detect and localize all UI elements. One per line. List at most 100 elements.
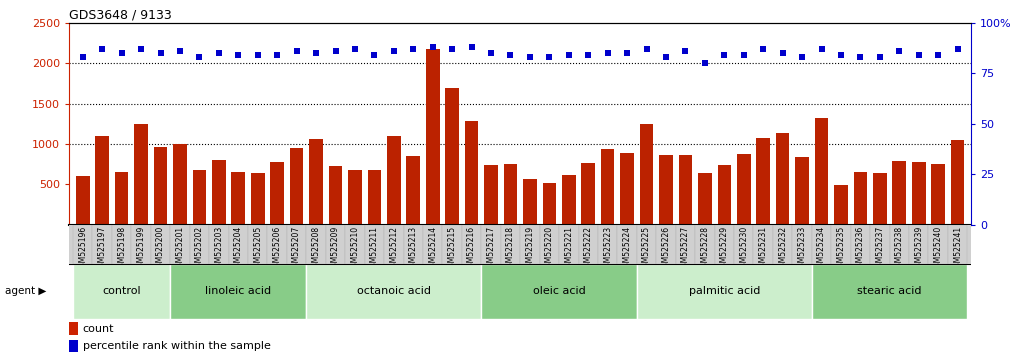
Bar (776, 133, 789, 225)
Text: GSM525239: GSM525239 (914, 226, 923, 272)
Bar (134, 124, 147, 225)
Text: stearic acid: stearic acid (857, 286, 921, 296)
Point (385, 48, 402, 54)
Point (230, 52, 246, 58)
Point (814, 46, 830, 52)
Point (852, 55, 869, 60)
Point (600, 50, 616, 56)
Text: GSM525196: GSM525196 (78, 226, 87, 272)
Bar (757, 138, 770, 225)
Bar (365, 225, 384, 264)
Bar (696, 225, 715, 264)
Bar (582, 164, 595, 225)
Text: palmitic acid: palmitic acid (689, 286, 760, 296)
Bar (932, 164, 945, 225)
Text: GSM525213: GSM525213 (409, 226, 418, 272)
Point (560, 52, 577, 58)
Bar (675, 225, 696, 264)
Point (172, 48, 188, 54)
Point (464, 44, 480, 50)
Bar (325, 225, 345, 264)
Bar (210, 225, 229, 264)
Bar (115, 172, 128, 225)
Bar (287, 225, 306, 264)
Point (74, 55, 91, 60)
Text: GDS3648 / 9133: GDS3648 / 9133 (69, 9, 172, 22)
Text: percentile rank within the sample: percentile rank within the sample (82, 341, 271, 351)
Text: GSM525228: GSM525228 (701, 226, 710, 272)
Bar (465, 121, 478, 225)
Bar (873, 173, 887, 225)
Bar (76, 176, 89, 225)
Text: control: control (103, 286, 141, 296)
Point (910, 52, 926, 58)
Text: GSM525218: GSM525218 (506, 226, 515, 272)
Text: GSM525225: GSM525225 (642, 226, 651, 272)
Point (891, 48, 907, 54)
Text: GSM525232: GSM525232 (778, 226, 787, 272)
Text: GSM525197: GSM525197 (98, 226, 107, 272)
Point (775, 50, 791, 56)
Bar (617, 225, 637, 264)
Bar (795, 157, 809, 225)
Bar (718, 165, 731, 225)
Text: GSM525198: GSM525198 (117, 226, 126, 272)
Bar (170, 225, 190, 264)
Bar (445, 87, 459, 225)
Bar (698, 173, 712, 225)
Bar (69, 340, 78, 352)
Point (619, 50, 636, 56)
Bar (909, 225, 929, 264)
Point (444, 46, 461, 52)
Bar (348, 170, 362, 225)
Text: GSM525235: GSM525235 (836, 226, 845, 272)
Text: GSM525202: GSM525202 (195, 226, 204, 272)
Bar (812, 264, 967, 319)
Bar (170, 264, 306, 319)
Bar (251, 173, 264, 225)
Bar (831, 225, 850, 264)
Bar (579, 225, 598, 264)
Bar (387, 136, 401, 225)
Bar (112, 225, 131, 264)
Bar (890, 225, 909, 264)
Point (677, 48, 694, 54)
Text: GSM525206: GSM525206 (273, 226, 282, 272)
Point (483, 50, 499, 56)
Point (872, 55, 888, 60)
Bar (481, 264, 637, 319)
Point (153, 50, 169, 56)
Bar (737, 154, 751, 225)
Text: GSM525238: GSM525238 (895, 226, 904, 272)
Bar (929, 225, 948, 264)
Bar (773, 225, 792, 264)
Bar (562, 175, 576, 225)
Bar (540, 225, 559, 264)
Text: GSM525201: GSM525201 (176, 226, 184, 272)
Text: GSM525226: GSM525226 (661, 226, 670, 272)
Bar (542, 183, 556, 225)
Point (94, 46, 110, 52)
Point (658, 55, 674, 60)
Bar (404, 225, 423, 264)
Bar (232, 172, 245, 225)
Point (950, 46, 966, 52)
Bar (951, 140, 964, 225)
Bar (190, 225, 210, 264)
Bar (173, 144, 187, 225)
Point (697, 61, 713, 66)
Text: agent ▶: agent ▶ (5, 286, 47, 296)
Bar (503, 164, 518, 225)
Bar (306, 225, 325, 264)
Point (735, 52, 752, 58)
Bar (850, 225, 871, 264)
Point (794, 55, 811, 60)
Text: GSM525223: GSM525223 (603, 226, 612, 272)
Bar (815, 118, 828, 225)
Text: GSM525231: GSM525231 (759, 226, 768, 272)
Text: GSM525241: GSM525241 (953, 226, 962, 272)
Bar (523, 179, 537, 225)
Bar (131, 225, 151, 264)
Bar (423, 225, 442, 264)
Text: GSM525211: GSM525211 (370, 226, 379, 272)
